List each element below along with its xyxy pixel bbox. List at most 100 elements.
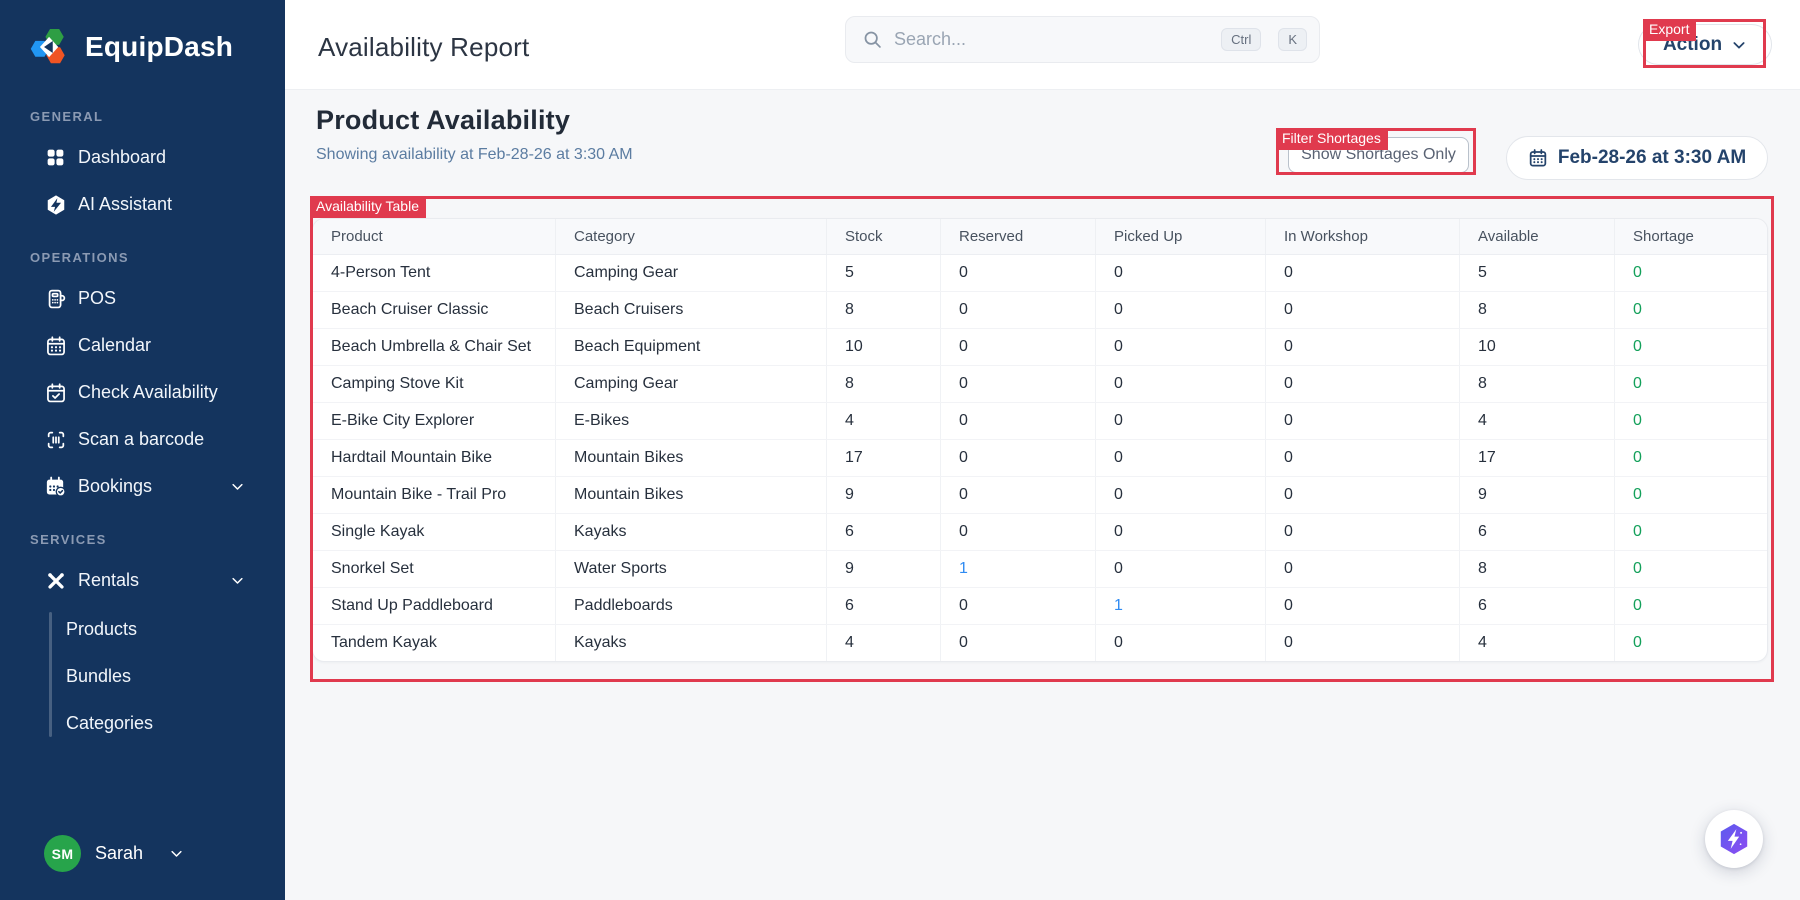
- table-cell: 4: [827, 403, 941, 439]
- action-button[interactable]: Action: [1638, 24, 1772, 65]
- table-cell: 0: [1266, 292, 1460, 328]
- search-input[interactable]: [894, 29, 1211, 50]
- table-row[interactable]: Hardtail Mountain Bike Mountain Bikes 17 0 0…: [313, 440, 1767, 477]
- sidebar-item-ai-assistant[interactable]: AI Assistant: [0, 181, 285, 228]
- table-cell: 4-Person Tent: [313, 255, 556, 291]
- table-row[interactable]: Beach Umbrella & Chair Set Beach Equipmen…: [313, 329, 1767, 366]
- chevron-down-icon: [230, 573, 245, 588]
- user-name: Sarah: [95, 843, 144, 863]
- calendar-icon: [44, 334, 67, 357]
- table-cell: 9: [1460, 477, 1615, 513]
- ai-assistant-fab[interactable]: [1705, 810, 1763, 868]
- sidebar: EquipDash GENERAL Dashboard AI Assistant…: [0, 0, 285, 900]
- table-cell: 0: [941, 440, 1096, 476]
- table-cell: 0: [1633, 264, 1642, 281]
- app-logo[interactable]: EquipDash: [0, 0, 285, 87]
- table-cell: 0: [1633, 375, 1642, 392]
- sidebar-item-rentals[interactable]: Rentals: [0, 557, 285, 604]
- table-row[interactable]: Snorkel Set Water Sports 9 1 0 0 8 0: [313, 551, 1767, 588]
- table-cell: 0: [1096, 551, 1266, 587]
- sidebar-item-pos[interactable]: POS: [0, 275, 285, 322]
- crossed-tools-icon: [44, 569, 67, 592]
- table-cell: 0: [1096, 403, 1266, 439]
- table-cell: 8: [1460, 292, 1615, 328]
- table-cell: E-Bikes: [556, 403, 827, 439]
- table-cell: 8: [827, 366, 941, 402]
- column-header: Available: [1460, 219, 1615, 254]
- table-cell: 0: [1633, 338, 1642, 355]
- sidebar-item-products[interactable]: Products: [66, 619, 138, 639]
- table-cell: 0: [941, 329, 1096, 365]
- table-cell: 0: [1633, 560, 1642, 577]
- main-area: Availability Report Ctrl K Action Produc…: [285, 0, 1800, 900]
- table-cell: 0: [1096, 477, 1266, 513]
- table-cell: 0: [941, 477, 1096, 513]
- table-cell: 8: [1460, 366, 1615, 402]
- table-cell: 0: [1096, 255, 1266, 291]
- availability-table: Product Category Stock Reserved Picked Up In …: [312, 218, 1768, 662]
- column-header: Category: [556, 219, 827, 254]
- table-cell: 9: [827, 551, 941, 587]
- section-label-services: SERVICES: [30, 532, 107, 547]
- date-picker-label: Feb-28-26 at 3:30 AM: [1557, 147, 1747, 168]
- table-row[interactable]: 4-Person Tent Camping Gear 5 0 0 0 5 0: [313, 255, 1767, 292]
- barcode-scan-icon: [44, 428, 67, 451]
- sidebar-item-dashboard[interactable]: Dashboard: [0, 134, 285, 181]
- table-cell: 8: [1460, 551, 1615, 587]
- sidebar-item-calendar[interactable]: Calendar: [0, 322, 285, 369]
- table-cell: 0: [1096, 440, 1266, 476]
- table-row[interactable]: Single Kayak Kayaks 6 0 0 0 6 0: [313, 514, 1767, 551]
- show-shortages-only-button[interactable]: Show Shortages Only: [1288, 137, 1469, 173]
- date-picker-button[interactable]: Feb-28-26 at 3:30 AM: [1506, 136, 1768, 180]
- table-cell: Tandem Kayak: [313, 625, 556, 661]
- table-cell: 4: [1460, 403, 1615, 439]
- table-cell: 10: [827, 329, 941, 365]
- table-row[interactable]: E-Bike City Explorer E-Bikes 4 0 0 0 4 0: [313, 403, 1767, 440]
- table-cell: Camping Gear: [556, 255, 827, 291]
- sidebar-item-label: Dashboard: [78, 147, 167, 167]
- table-cell: 4: [827, 625, 941, 661]
- sidebar-item-label: AI Assistant: [78, 194, 173, 214]
- table-cell: 6: [1460, 588, 1615, 624]
- sidebar-item-categories[interactable]: Categories: [66, 713, 154, 733]
- topbar: Availability Report Ctrl K Action: [285, 0, 1800, 90]
- sidebar-item-check-availability[interactable]: Check Availability: [0, 369, 285, 416]
- table-cell: Water Sports: [556, 551, 827, 587]
- table-cell: 0: [1633, 449, 1642, 466]
- calendar-icon: [1528, 148, 1548, 168]
- table-row[interactable]: Mountain Bike - Trail Pro Mountain Bikes 9…: [313, 477, 1767, 514]
- table-cell: 9: [827, 477, 941, 513]
- global-search[interactable]: Ctrl K: [845, 16, 1320, 63]
- table-cell: 6: [827, 588, 941, 624]
- table-cell: 0: [1096, 625, 1266, 661]
- table-cell: 6: [1460, 514, 1615, 550]
- table-cell: 17: [1460, 440, 1615, 476]
- user-menu[interactable]: SM Sarah: [0, 817, 285, 900]
- table-cell: 0: [1266, 440, 1460, 476]
- search-icon: [862, 29, 883, 50]
- table-row[interactable]: Tandem Kayak Kayaks 4 0 0 0 4 0: [313, 625, 1767, 661]
- table-cell: E-Bike City Explorer: [313, 403, 556, 439]
- table-header-row: Product Category Stock Reserved Picked Up In …: [313, 219, 1767, 255]
- table-cell: Single Kayak: [313, 514, 556, 550]
- table-cell: 0: [1096, 514, 1266, 550]
- sidebar-item-scan-barcode[interactable]: Scan a barcode: [0, 416, 285, 463]
- sidebar-item-bookings[interactable]: Bookings: [0, 463, 285, 510]
- table-body: 4-Person Tent Camping Gear 5 0 0 0 5 0 Beach Cru…: [313, 255, 1767, 661]
- sidebar-item-bundles[interactable]: Bundles: [66, 666, 132, 686]
- table-cell: 5: [1460, 255, 1615, 291]
- section-label-operations: OPERATIONS: [30, 250, 129, 265]
- table-row[interactable]: Beach Cruiser Classic Beach Cruisers 8 0 0 0 8…: [313, 292, 1767, 329]
- column-header: In Workshop: [1266, 219, 1460, 254]
- table-cell: Mountain Bike - Trail Pro: [313, 477, 556, 513]
- table-cell: 0: [1096, 366, 1266, 402]
- rentals-subnav: Products Bundles Categories: [0, 606, 285, 747]
- table-row[interactable]: Camping Stove Kit Camping Gear 8 0 0 0 8 0: [313, 366, 1767, 403]
- section-subheading: Showing availability at Feb-28-26 at 3:3…: [316, 146, 633, 163]
- table-cell: 0: [1633, 486, 1642, 503]
- table-cell: Stand Up Paddleboard: [313, 588, 556, 624]
- table-row[interactable]: Stand Up Paddleboard Paddleboards 6 0 1 0 6 0: [313, 588, 1767, 625]
- table-cell: 0: [941, 292, 1096, 328]
- table-cell: Beach Cruiser Classic: [313, 292, 556, 328]
- table-cell: 0: [941, 255, 1096, 291]
